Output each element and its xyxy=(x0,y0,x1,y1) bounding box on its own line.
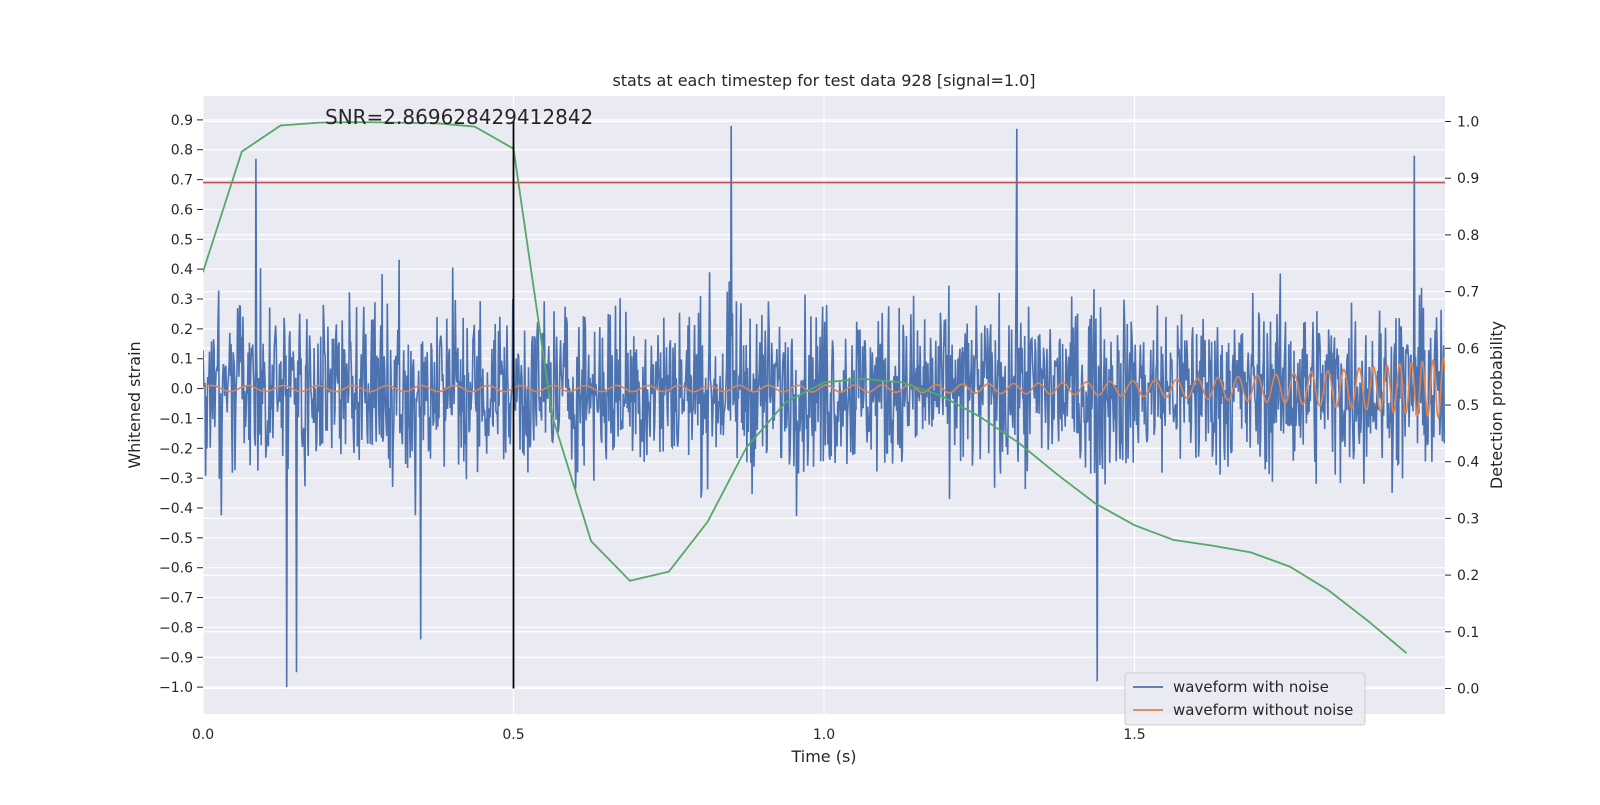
x-axis-label: Time (s) xyxy=(790,747,856,766)
y-tick-label-left: −0.5 xyxy=(159,531,193,547)
y-tick-label-left: 0.1 xyxy=(171,352,193,368)
detection-probability-point xyxy=(435,122,437,124)
y-tick-label-right: 0.0 xyxy=(1457,681,1479,697)
detection-probability-point xyxy=(318,121,321,124)
detection-probability-point xyxy=(784,401,786,404)
y-tick-label-left: −0.2 xyxy=(159,441,193,457)
y-tick-label-right: 0.1 xyxy=(1457,625,1479,641)
legend: waveform with noise waveform without noi… xyxy=(1124,672,1366,726)
detection-probability-point xyxy=(551,415,554,418)
detection-probability-point xyxy=(1327,589,1330,592)
detection-probability-point xyxy=(900,381,903,384)
detection-probability-point xyxy=(978,415,981,418)
y-tick-label-left: 0.8 xyxy=(171,143,193,159)
detection-probability-point xyxy=(629,580,631,582)
detection-probability-point xyxy=(862,378,864,380)
detection-probability-point xyxy=(1250,551,1252,554)
y-tick-label-left: 0.6 xyxy=(171,202,193,218)
y-axis-label-right: Detection probability xyxy=(1487,321,1506,489)
y-tick-label-right: 0.6 xyxy=(1457,341,1479,357)
plot-layer xyxy=(203,121,1445,689)
y-tick-label-right: 0.2 xyxy=(1457,568,1479,584)
legend-label-waveform-without-noise: waveform without noise xyxy=(1173,701,1353,719)
x-tick-label: 0.5 xyxy=(502,727,524,743)
detection-probability-point xyxy=(1056,473,1058,476)
y-tick-label-left: −0.9 xyxy=(159,650,193,666)
y-tick-label-left: 0.5 xyxy=(171,232,193,248)
y-tick-label-left: −0.1 xyxy=(159,411,193,427)
detection-probability-point xyxy=(241,150,243,153)
detection-probability-point xyxy=(1405,652,1407,654)
series-detection-probability xyxy=(203,121,1407,654)
y-tick-label-left: −0.6 xyxy=(159,561,193,577)
chart-title: stats at each timestep for test data 928… xyxy=(612,71,1035,90)
y-tick-label-left: −0.8 xyxy=(159,620,193,636)
detection-probability-point xyxy=(1289,565,1291,568)
y-tick-label-left: 0.3 xyxy=(171,292,193,308)
x-tick-label: 1.0 xyxy=(813,727,835,743)
y-tick-label-left: 0.4 xyxy=(171,262,193,278)
detection-probability-point xyxy=(1017,441,1019,444)
detection-probability-point xyxy=(1094,502,1097,505)
detection-probability-point xyxy=(357,121,360,123)
detection-probability-point xyxy=(279,124,282,127)
y-tick-label-left: −0.7 xyxy=(159,591,193,607)
y-axis-label-left: Whitened strain xyxy=(125,341,144,468)
y-tick-label-right: 0.5 xyxy=(1457,398,1479,414)
detection-probability-point xyxy=(1172,539,1175,541)
detection-probability-point xyxy=(1211,544,1213,547)
detection-probability-point xyxy=(939,394,942,397)
detection-probability-point xyxy=(473,125,476,128)
y-tick-label-right: 0.4 xyxy=(1457,455,1479,471)
detection-probability-point xyxy=(396,121,398,124)
series-waveform-without-noise xyxy=(203,356,1445,420)
x-tick-label: 0.0 xyxy=(192,727,214,743)
y-tick-label-left: −1.0 xyxy=(159,680,193,696)
y-tick-label-left: 0.0 xyxy=(171,382,193,398)
y-tick-label-left: −0.3 xyxy=(159,471,193,487)
x-tick-label: 1.5 xyxy=(1123,727,1145,743)
axes: 0.0 0.5 1.0 1.5 0.9 0.8 0.7 0.6 0.5 0.4 0.3 0.2 0.1 0… xyxy=(159,113,1479,743)
y-tick-label-right: 1.0 xyxy=(1457,115,1479,131)
detection-probability-point xyxy=(1366,619,1369,622)
y-tick-label-right: 0.7 xyxy=(1457,285,1479,301)
series-waveform-with-noise xyxy=(203,125,1445,688)
snr-annotation: SNR=2.869628429412842 xyxy=(325,105,593,129)
detection-probability-point xyxy=(203,271,204,273)
detection-probability-point xyxy=(1133,524,1136,526)
y-tick-label-right: 0.8 xyxy=(1457,228,1479,244)
detection-probability-point xyxy=(590,540,592,542)
y-tick-label-left: 0.9 xyxy=(171,113,193,129)
y-tick-label-left: −0.4 xyxy=(159,501,193,517)
detection-probability-point xyxy=(706,521,709,523)
legend-label-waveform-with-noise: waveform with noise xyxy=(1173,678,1329,696)
legend-box xyxy=(1124,672,1366,726)
y-tick-label-left: 0.2 xyxy=(171,322,193,338)
detection-probability-point xyxy=(668,570,670,573)
y-tick-label-left: 0.7 xyxy=(171,173,193,189)
detection-probability-point xyxy=(823,381,825,384)
y-tick-label-right: 0.3 xyxy=(1457,511,1479,527)
detection-probability-point xyxy=(745,446,748,449)
y-tick-label-right: 0.9 xyxy=(1457,171,1479,187)
